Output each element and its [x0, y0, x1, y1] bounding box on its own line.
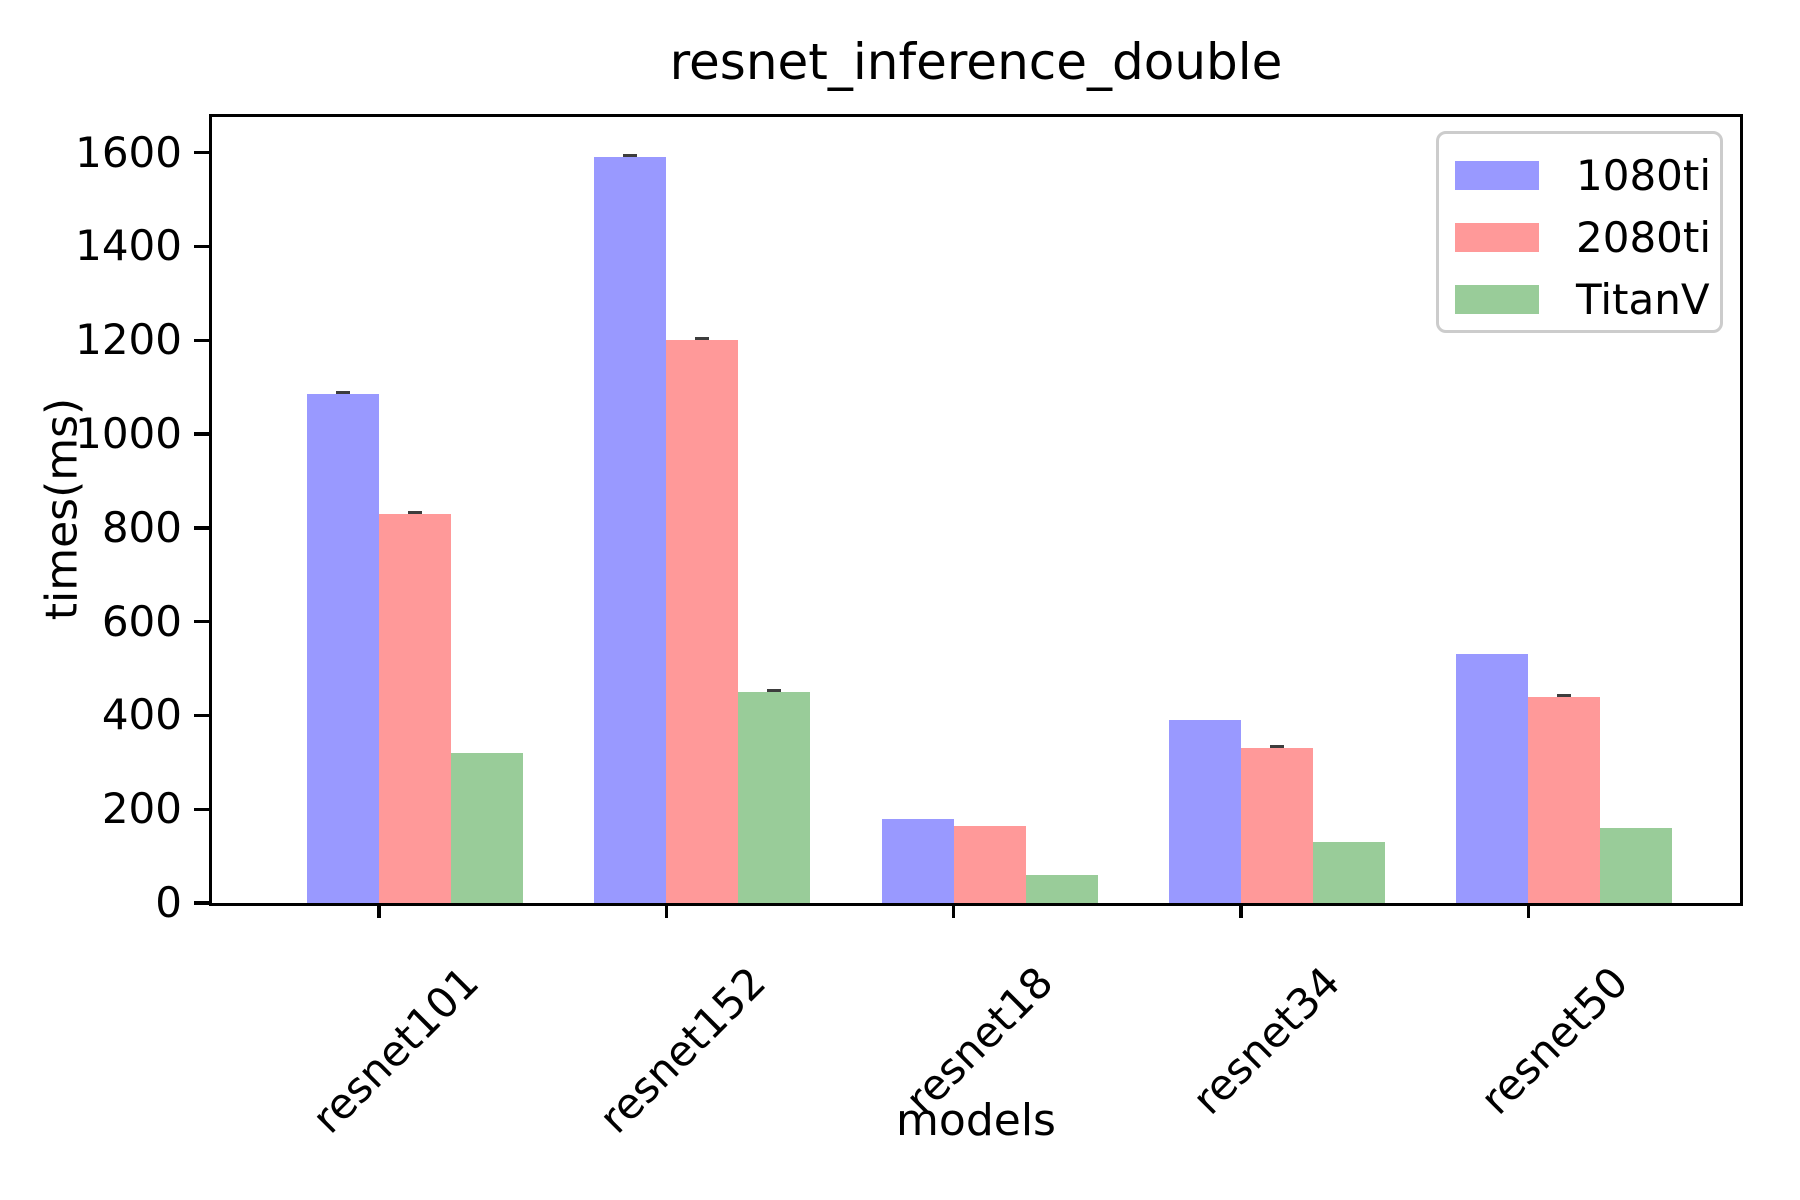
bar-TitanV-resnet34 — [1312, 842, 1385, 903]
legend-item-2080ti: 2080ti — [1455, 206, 1720, 268]
y-tick-mark — [194, 807, 209, 811]
legend-swatch-2080ti — [1455, 222, 1539, 252]
bar-1080ti-resnet18 — [881, 818, 954, 903]
x-tick-mark — [951, 903, 956, 918]
legend-label-2080ti: 2080ti — [1576, 212, 1712, 262]
bar-TitanV-resnet18 — [1025, 874, 1098, 903]
bar-2080ti-resnet50 — [1528, 696, 1601, 903]
y-tick-label: 1000 — [75, 409, 182, 459]
bar-TitanV-resnet152 — [738, 691, 811, 903]
error-bar-cap — [1269, 745, 1284, 749]
legend-swatch-1080ti — [1455, 160, 1539, 190]
bar-2080ti-resnet18 — [953, 825, 1026, 903]
x-tick-mark — [1239, 903, 1243, 918]
bar-TitanV-resnet101 — [451, 752, 523, 903]
x-tick-mark — [377, 903, 381, 918]
y-tick-mark — [194, 432, 209, 436]
chart-title: resnet_inference_double — [669, 33, 1283, 91]
bar-1080ti-resnet152 — [594, 157, 667, 903]
bar-2080ti-resnet34 — [1240, 748, 1313, 903]
y-tick-mark — [194, 150, 209, 155]
error-bar-cap — [695, 337, 710, 341]
y-tick-label: 1200 — [75, 315, 182, 365]
bar-1080ti-resnet101 — [307, 394, 379, 903]
error-bar-cap — [336, 391, 350, 395]
y-tick-mark — [194, 244, 209, 249]
y-tick-mark — [194, 619, 209, 624]
y-tick-label: 200 — [101, 784, 182, 834]
y-tick-label: 800 — [101, 502, 182, 552]
legend-item-TitanV: TitanV — [1455, 268, 1720, 330]
bar-TitanV-resnet50 — [1600, 827, 1673, 903]
bar-1080ti-resnet34 — [1168, 720, 1241, 903]
bar-2080ti-resnet101 — [379, 513, 451, 903]
y-tick-mark — [194, 526, 209, 530]
x-tick-mark — [664, 903, 668, 918]
legend-swatch-TitanV — [1455, 284, 1539, 314]
legend: 1080ti 2080ti TitanV — [1436, 131, 1723, 333]
bar-2080ti-resnet152 — [666, 340, 739, 903]
error-bar-cap — [767, 688, 782, 692]
x-axis-label: models — [896, 1095, 1056, 1146]
legend-item-1080ti: 1080ti — [1455, 144, 1720, 206]
legend-label-TitanV: TitanV — [1576, 274, 1710, 324]
y-tick-label: 1400 — [75, 221, 182, 271]
bar-1080ti-resnet50 — [1456, 654, 1529, 903]
y-tick-label: 1600 — [75, 127, 182, 177]
y-tick-mark — [194, 713, 209, 718]
legend-label-1080ti: 1080ti — [1576, 150, 1712, 200]
y-tick-mark — [194, 901, 209, 905]
y-tick-label: 0 — [155, 878, 182, 927]
error-bar-cap — [1557, 693, 1572, 697]
y-tick-label: 600 — [101, 596, 182, 646]
y-tick-label: 400 — [101, 690, 182, 740]
y-tick-mark — [194, 338, 209, 342]
x-tick-mark — [1526, 903, 1530, 918]
error-bar-cap — [623, 154, 638, 158]
error-bar-cap — [408, 510, 422, 514]
